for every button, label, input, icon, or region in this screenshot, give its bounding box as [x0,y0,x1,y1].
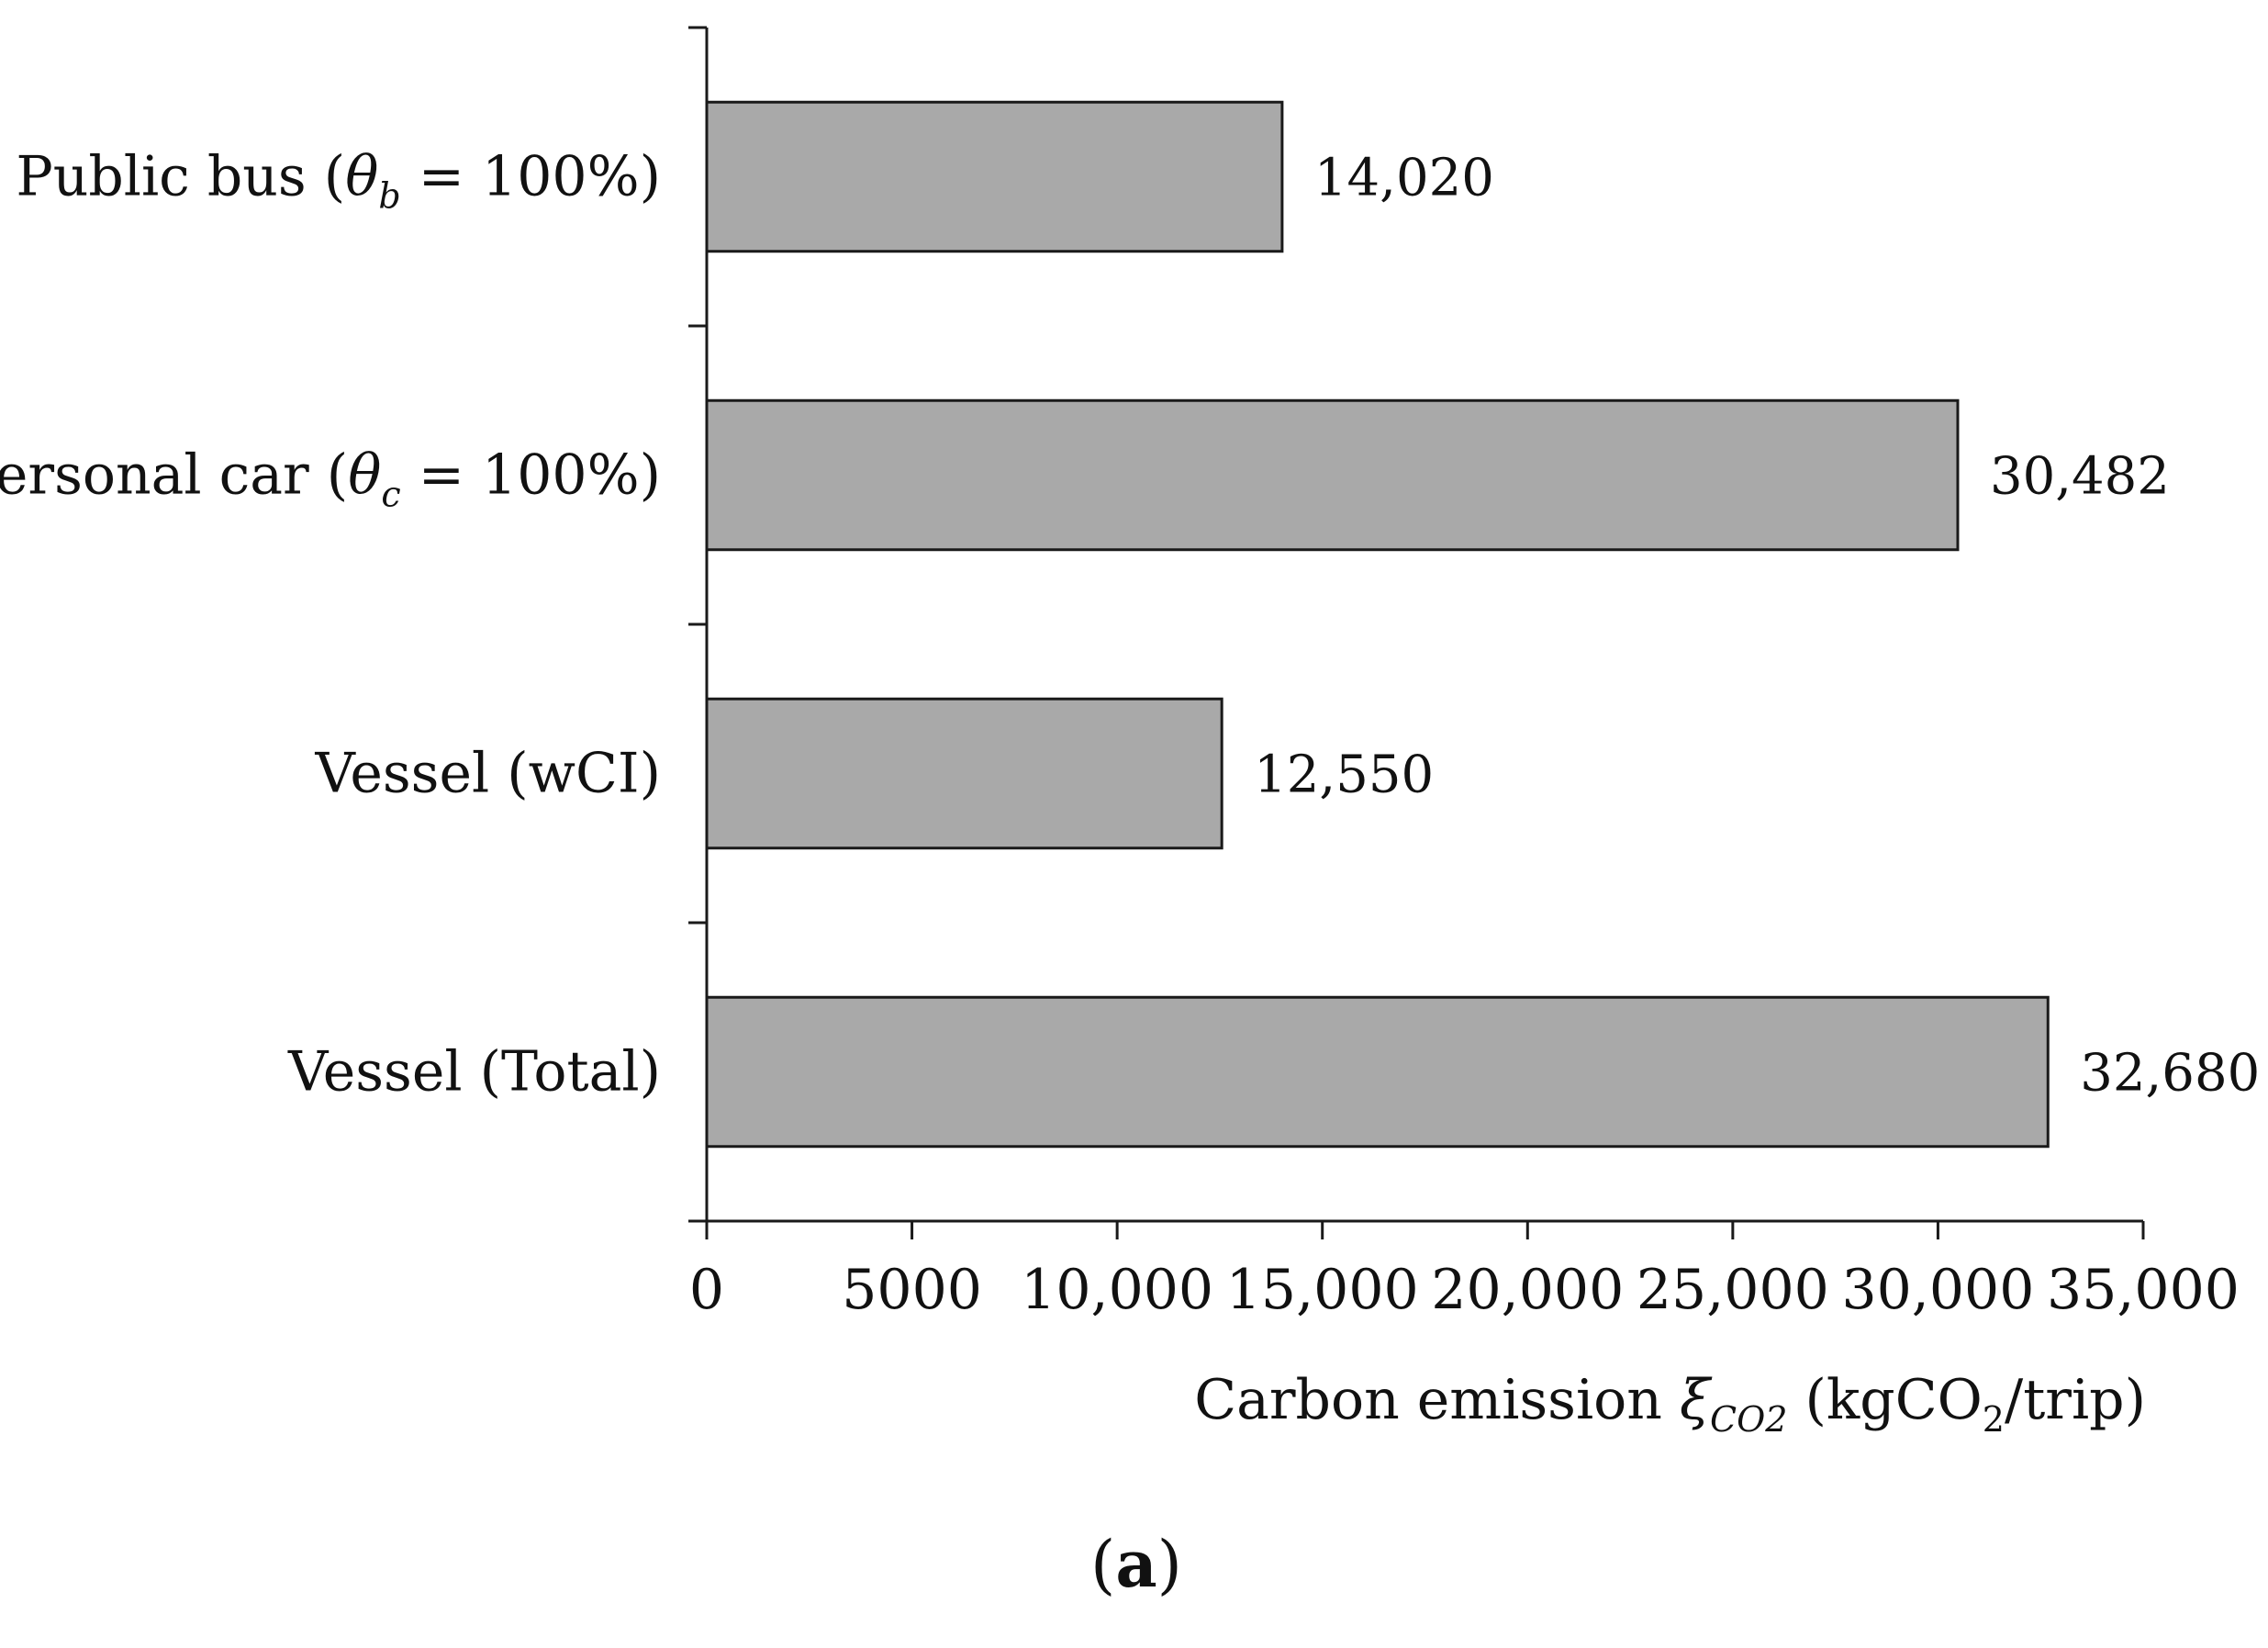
value-labels: 14,020 30,482 12,550 32,680 [1254,149,2260,1104]
bar-value-label: 12,550 [1254,746,1434,805]
x-tick-label: 35,000 [2047,1258,2240,1322]
category-label: Vessel (wCI) [315,742,661,806]
x-tick-label: 5000 [842,1258,982,1322]
x-tick-label: 15,000 [1226,1258,1419,1322]
x-tick-label: 25,000 [1637,1258,1829,1322]
category-label: Vessel (Total) [287,1040,661,1104]
x-tick-label: 0 [689,1258,724,1322]
bar [705,100,1284,253]
category-labels: Public bus (θb = 100%) Personal car (θc =… [0,145,661,1104]
panel-label: (a) [1090,1526,1182,1602]
bar [705,995,2050,1149]
chart-bars [705,100,2050,1149]
bar [705,697,1223,850]
bar-value-label: 30,482 [1990,447,2170,507]
bar-value-label: 32,680 [2080,1044,2260,1104]
bar [705,398,1960,552]
x-axis-label: Carbon emission ξCO2 (kgCO2/trip) [1194,1368,2146,1440]
x-tick-label: 20,000 [1431,1258,1624,1322]
x-tick-label: 30,000 [1841,1258,2034,1322]
category-label: Personal car (θc = 100%) [0,443,661,515]
x-tick-labels: 0 5000 10,000 15,000 20,000 25,000 30,000 35,00… [689,1258,2240,1322]
x-tick-label: 10,000 [1021,1258,1213,1322]
category-label: Public bus (θb = 100%) [16,145,661,217]
bar-value-label: 14,020 [1314,149,1494,208]
